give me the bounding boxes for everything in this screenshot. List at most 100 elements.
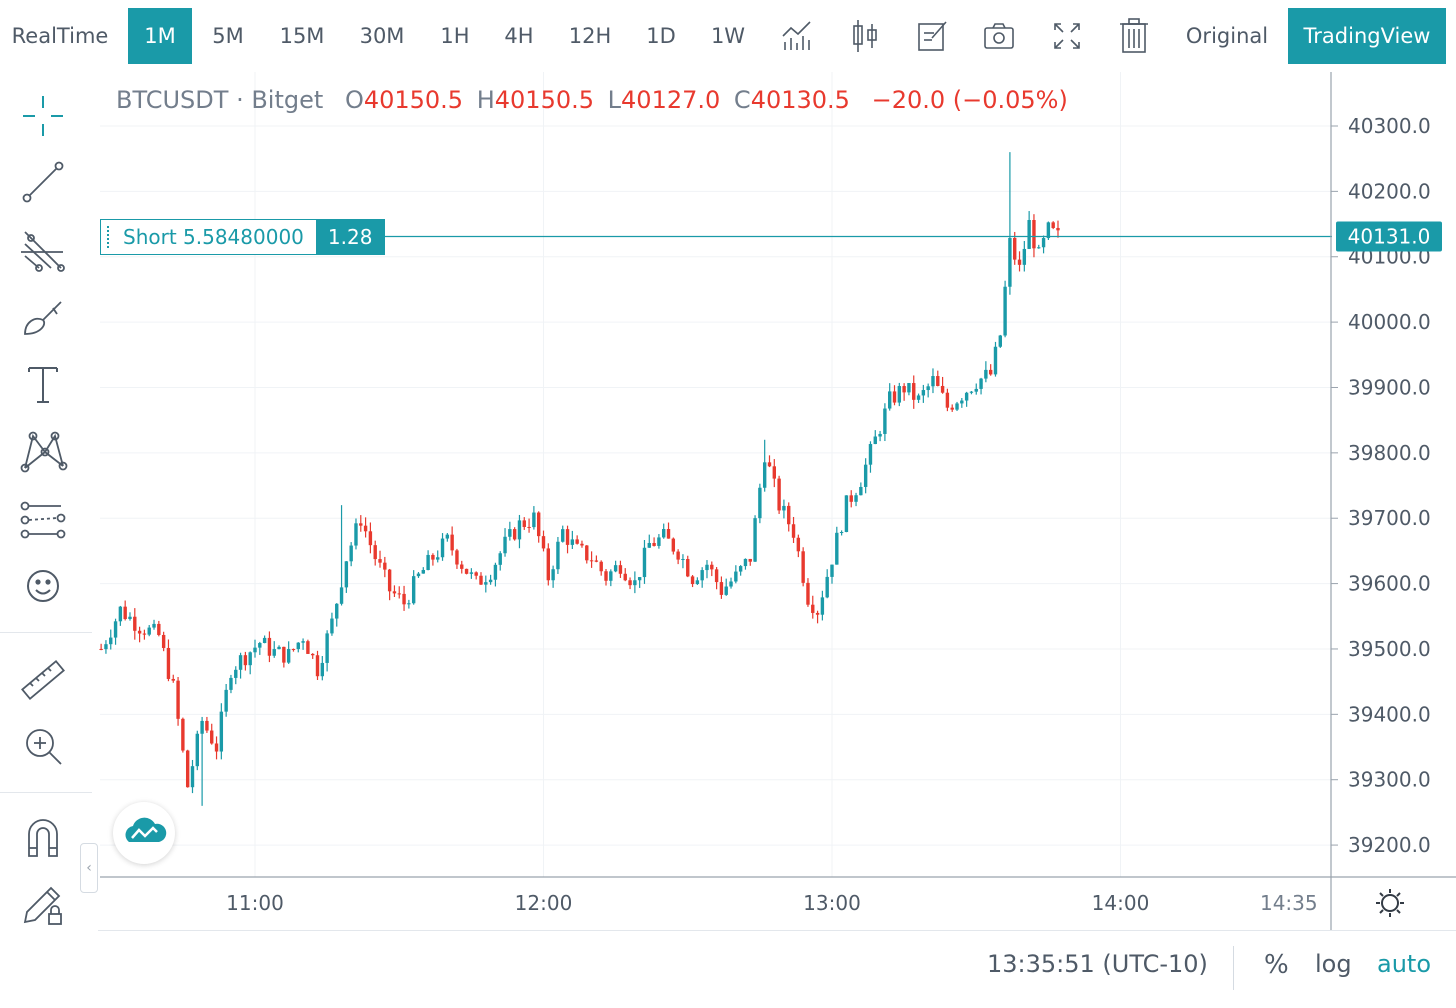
- candle-body: [517, 520, 522, 540]
- candle-body: [262, 637, 267, 644]
- candle-body: [210, 730, 214, 744]
- interval-4h[interactable]: 4H: [504, 24, 534, 48]
- candle-body: [551, 569, 555, 581]
- pattern-icon[interactable]: [17, 426, 69, 478]
- candle-body: [575, 539, 579, 544]
- clock-timezone[interactable]: 13:35:51 (UTC-10): [987, 950, 1208, 978]
- auto-toggle[interactable]: auto: [1377, 950, 1432, 978]
- trash-icon[interactable]: [1116, 16, 1152, 56]
- candle-body: [820, 597, 825, 615]
- candle-style-icon[interactable]: [847, 16, 883, 56]
- open-label: O: [344, 86, 364, 114]
- percent-toggle[interactable]: %: [1264, 950, 1289, 980]
- candle-body: [311, 653, 315, 656]
- interval-1d[interactable]: 1D: [646, 24, 676, 48]
- interval-realtime[interactable]: RealTime: [11, 24, 109, 48]
- ruler-icon[interactable]: [17, 654, 69, 706]
- candle-body: [787, 505, 791, 525]
- candle-body: [1017, 259, 1022, 265]
- crosshair-icon[interactable]: [17, 90, 69, 142]
- lock-drawing-icon[interactable]: [17, 878, 69, 930]
- candle-body: [219, 711, 224, 752]
- candle-body: [440, 538, 445, 558]
- candle-body: [99, 648, 103, 650]
- symbol-name[interactable]: BTCUSDT: [116, 86, 229, 114]
- candle-body: [354, 523, 358, 546]
- candle-body: [657, 537, 661, 546]
- indicators-icon[interactable]: [779, 16, 815, 56]
- interval-1m[interactable]: 1M: [128, 8, 192, 64]
- candle-body: [926, 386, 930, 391]
- candle-body: [777, 478, 781, 511]
- candle-body: [690, 576, 695, 585]
- candle-body: [253, 647, 257, 653]
- bottom-divider: [98, 930, 1456, 931]
- text-icon[interactable]: [17, 358, 69, 410]
- magnet-icon[interactable]: [17, 812, 69, 864]
- interval-1w[interactable]: 1W: [710, 24, 746, 48]
- candle-body: [734, 571, 738, 582]
- candle-body: [123, 606, 127, 620]
- time-tick-label: 13:00: [803, 891, 861, 915]
- candle-body: [945, 392, 950, 408]
- order-label[interactable]: Short 5.58480000 1.28: [100, 219, 386, 255]
- candle-body: [921, 390, 926, 396]
- fullscreen-icon[interactable]: [1049, 16, 1085, 56]
- interval-5m[interactable]: 5M: [212, 24, 244, 48]
- candle-body: [402, 593, 406, 605]
- price-tick-label: 39600.0: [1348, 572, 1431, 596]
- symbol-legend: BTCUSDT · Bitget O40150.5 H40150.5 L4012…: [116, 86, 1068, 114]
- candle-body: [1056, 227, 1060, 231]
- brush-icon[interactable]: [17, 292, 69, 344]
- candle-body: [320, 662, 325, 677]
- interval-30m[interactable]: 30M: [359, 24, 405, 48]
- interval-1h[interactable]: 1H: [440, 24, 470, 48]
- log-toggle[interactable]: log: [1315, 950, 1352, 978]
- app-logo[interactable]: [113, 802, 175, 864]
- candle-body: [964, 392, 969, 401]
- candle-body: [1022, 248, 1027, 265]
- tradingview-button[interactable]: TradingView: [1288, 8, 1446, 64]
- bottom-separator: [1233, 946, 1234, 990]
- low-label: L: [607, 86, 622, 114]
- candle-body: [450, 534, 454, 551]
- time-tick-label: 11:00: [226, 891, 284, 915]
- drag-handle[interactable]: [107, 226, 115, 248]
- candle-body: [296, 642, 300, 650]
- price-tick-label: 40000.0: [1348, 310, 1431, 334]
- candle-body: [1013, 237, 1017, 260]
- candle-body: [844, 495, 849, 533]
- prediction-icon[interactable]: [17, 494, 69, 546]
- snapshot-icon[interactable]: [981, 16, 1017, 56]
- notes-icon[interactable]: [914, 16, 950, 56]
- candle-body: [686, 559, 690, 577]
- candle-body: [642, 547, 647, 578]
- candle-body: [585, 545, 589, 561]
- candle-body: [344, 561, 349, 588]
- collapse-toolbar-chevron-icon[interactable]: ‹: [80, 843, 98, 893]
- high-label: H: [476, 86, 495, 114]
- price-tick-label: 40200.0: [1348, 179, 1431, 203]
- candle-body: [710, 564, 714, 570]
- zoom-in-icon[interactable]: [17, 720, 69, 772]
- candle-body: [729, 581, 733, 587]
- candle-body: [392, 591, 397, 594]
- interval-12h[interactable]: 12H: [568, 24, 612, 48]
- candle-body: [137, 630, 142, 634]
- candle-body: [609, 571, 613, 581]
- candle-body: [431, 554, 435, 560]
- candle-body: [652, 542, 656, 546]
- candle-body: [541, 536, 546, 549]
- interval-15m[interactable]: 15M: [279, 24, 325, 48]
- candle-body: [161, 634, 166, 648]
- candle-body: [974, 388, 978, 392]
- candle-body: [854, 495, 858, 502]
- emoji-icon[interactable]: [17, 560, 69, 612]
- candle-body: [214, 743, 219, 752]
- candle-body: [373, 545, 377, 560]
- trend-line-icon[interactable]: [17, 156, 69, 208]
- fib-icon[interactable]: [17, 224, 69, 276]
- original-button[interactable]: Original: [1185, 24, 1269, 48]
- candle-body: [700, 570, 704, 581]
